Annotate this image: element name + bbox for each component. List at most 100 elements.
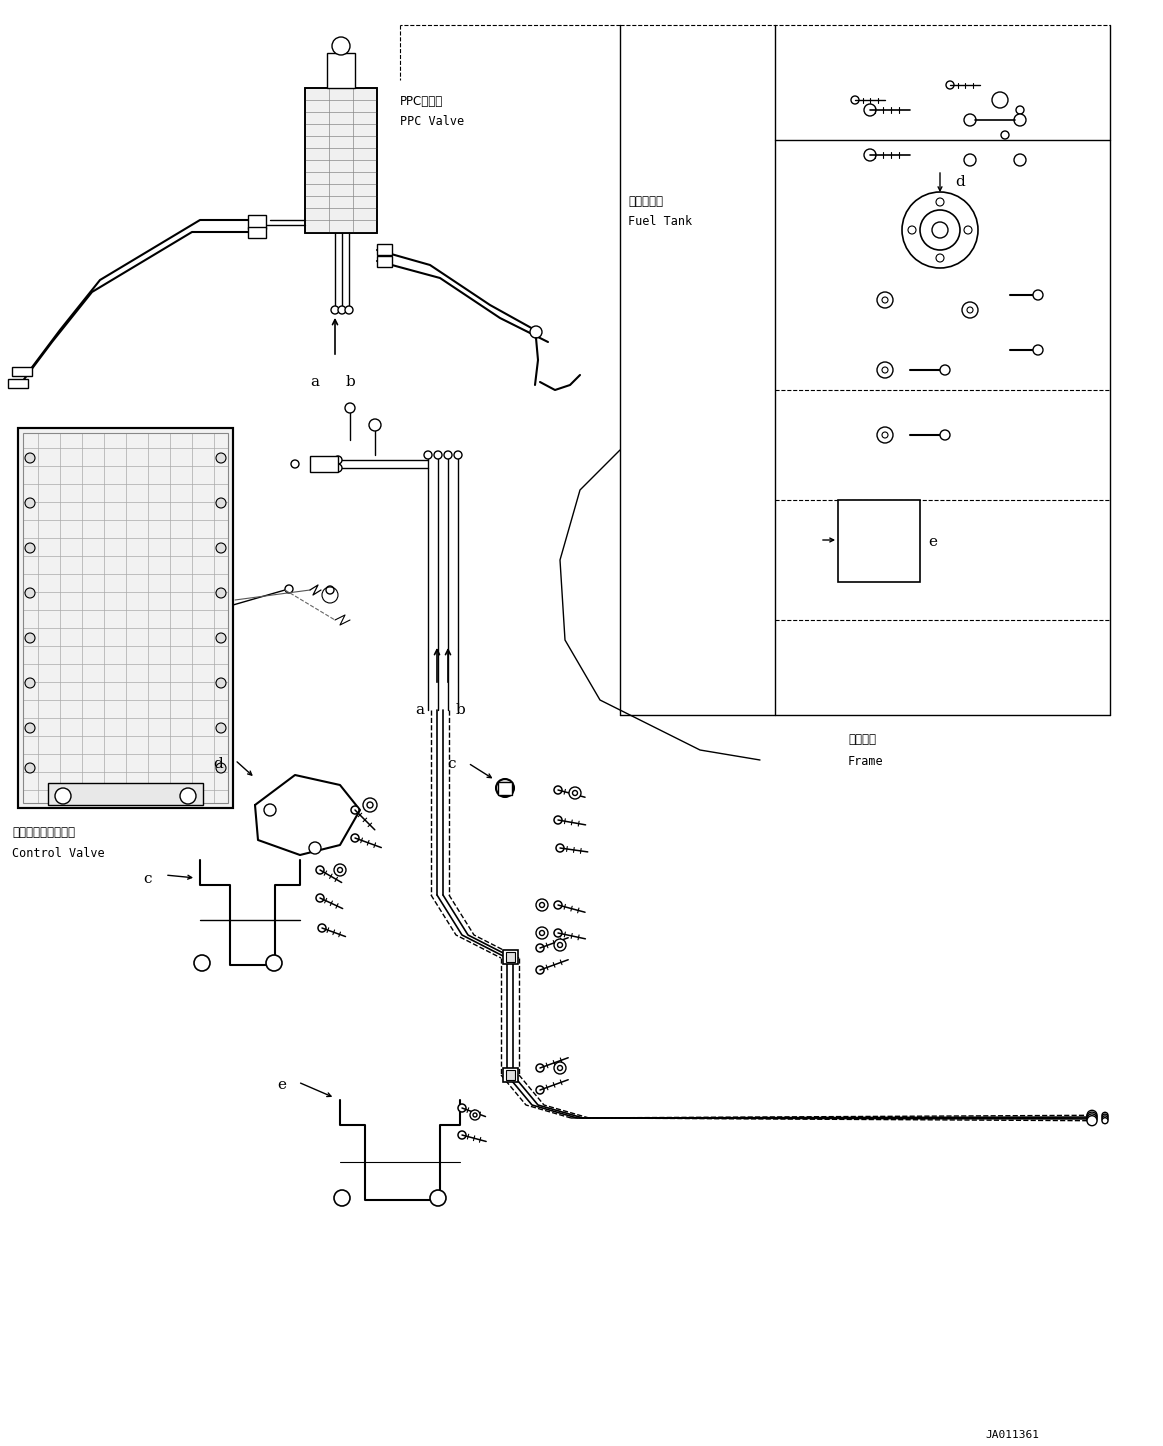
Circle shape bbox=[920, 210, 959, 250]
Circle shape bbox=[331, 38, 350, 55]
Circle shape bbox=[180, 788, 197, 804]
Circle shape bbox=[334, 464, 342, 471]
Circle shape bbox=[351, 834, 359, 842]
Circle shape bbox=[940, 429, 950, 440]
Circle shape bbox=[962, 302, 978, 318]
Circle shape bbox=[966, 307, 973, 312]
Circle shape bbox=[1087, 1112, 1097, 1122]
Bar bbox=[248, 227, 266, 239]
Circle shape bbox=[470, 1111, 480, 1121]
Circle shape bbox=[882, 367, 889, 373]
Circle shape bbox=[1103, 1118, 1108, 1124]
Bar bbox=[504, 950, 518, 964]
Circle shape bbox=[331, 307, 338, 314]
Text: 燃料タンク: 燃料タンク bbox=[628, 195, 663, 208]
Bar bbox=[377, 244, 392, 254]
Text: c: c bbox=[448, 758, 456, 771]
Circle shape bbox=[556, 844, 564, 852]
Circle shape bbox=[557, 943, 563, 947]
Text: d: d bbox=[955, 175, 965, 189]
Text: Fuel Tank: Fuel Tank bbox=[628, 215, 692, 228]
Circle shape bbox=[434, 451, 442, 458]
Circle shape bbox=[334, 865, 347, 876]
Circle shape bbox=[430, 1190, 445, 1206]
Circle shape bbox=[338, 307, 347, 314]
Circle shape bbox=[1103, 1116, 1108, 1122]
Circle shape bbox=[345, 403, 355, 414]
Circle shape bbox=[877, 427, 893, 442]
Bar bbox=[506, 1070, 515, 1080]
Circle shape bbox=[334, 455, 342, 464]
Text: フレーム: フレーム bbox=[848, 733, 876, 746]
Circle shape bbox=[908, 226, 916, 234]
Circle shape bbox=[864, 149, 876, 161]
Circle shape bbox=[24, 678, 35, 688]
Bar bbox=[305, 88, 377, 233]
Circle shape bbox=[1014, 155, 1026, 166]
Circle shape bbox=[1001, 132, 1009, 139]
Circle shape bbox=[1103, 1113, 1108, 1121]
Circle shape bbox=[24, 723, 35, 733]
Circle shape bbox=[536, 944, 544, 951]
Circle shape bbox=[940, 364, 950, 375]
Circle shape bbox=[554, 816, 562, 824]
Bar bbox=[311, 455, 338, 471]
Circle shape bbox=[345, 307, 354, 314]
Circle shape bbox=[24, 589, 35, 599]
Circle shape bbox=[572, 791, 578, 795]
Circle shape bbox=[964, 114, 976, 126]
Bar bbox=[506, 951, 515, 962]
Circle shape bbox=[216, 544, 226, 552]
Circle shape bbox=[424, 451, 431, 458]
Circle shape bbox=[554, 928, 562, 937]
Circle shape bbox=[536, 927, 548, 938]
Bar bbox=[839, 500, 920, 581]
Bar bbox=[498, 782, 512, 795]
Circle shape bbox=[334, 1190, 350, 1206]
Circle shape bbox=[24, 763, 35, 774]
Circle shape bbox=[1103, 1112, 1108, 1118]
Circle shape bbox=[285, 586, 293, 593]
Circle shape bbox=[946, 81, 954, 90]
Circle shape bbox=[882, 432, 889, 438]
Circle shape bbox=[992, 93, 1008, 108]
Circle shape bbox=[194, 954, 211, 972]
Circle shape bbox=[316, 866, 324, 873]
Circle shape bbox=[454, 451, 462, 458]
Circle shape bbox=[368, 803, 373, 808]
Circle shape bbox=[24, 633, 35, 643]
Bar bbox=[8, 379, 28, 388]
Circle shape bbox=[337, 868, 342, 872]
Circle shape bbox=[458, 1131, 466, 1139]
Text: a: a bbox=[311, 375, 320, 389]
Circle shape bbox=[291, 460, 299, 469]
Circle shape bbox=[882, 296, 889, 304]
Circle shape bbox=[266, 954, 281, 972]
Circle shape bbox=[363, 798, 377, 813]
Bar bbox=[17, 428, 233, 808]
Circle shape bbox=[554, 787, 562, 794]
Text: Frame: Frame bbox=[848, 755, 884, 768]
Circle shape bbox=[530, 325, 542, 338]
Circle shape bbox=[936, 254, 944, 262]
Text: Control Valve: Control Valve bbox=[12, 847, 105, 860]
Circle shape bbox=[1087, 1111, 1097, 1121]
Circle shape bbox=[444, 451, 452, 458]
Text: コントロールバルブ: コントロールバルブ bbox=[12, 826, 74, 839]
Circle shape bbox=[317, 924, 326, 933]
Bar bbox=[12, 367, 33, 376]
Text: a: a bbox=[415, 703, 424, 717]
Circle shape bbox=[216, 723, 226, 733]
Circle shape bbox=[458, 1103, 466, 1112]
Circle shape bbox=[902, 192, 978, 268]
Text: PPCバルブ: PPCバルブ bbox=[400, 95, 443, 108]
Circle shape bbox=[1087, 1116, 1097, 1125]
Circle shape bbox=[540, 902, 544, 908]
Bar bbox=[248, 215, 266, 228]
Bar bbox=[23, 432, 228, 803]
Circle shape bbox=[536, 1064, 544, 1071]
Circle shape bbox=[554, 1061, 566, 1074]
Circle shape bbox=[351, 805, 359, 814]
Text: c: c bbox=[144, 872, 152, 886]
Circle shape bbox=[932, 223, 948, 239]
